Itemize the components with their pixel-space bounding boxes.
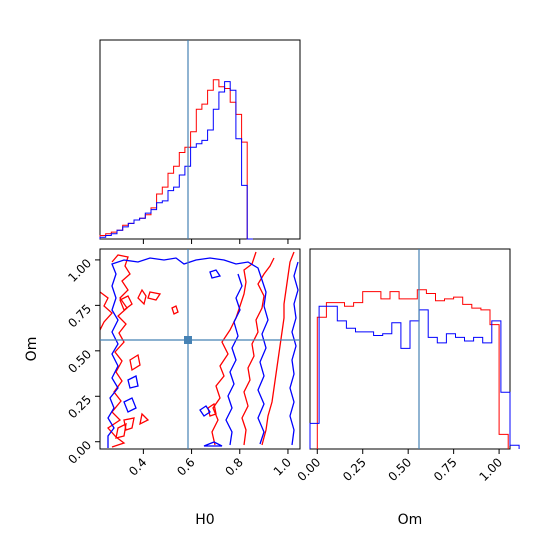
blue-contour-island-a xyxy=(123,397,137,413)
histogram-series-1 xyxy=(316,289,509,449)
red-contour-island-i xyxy=(115,422,127,439)
y-axis-label-om: Om xyxy=(24,337,40,362)
red-contour-island-f xyxy=(139,412,150,426)
om-marginal-xtick-label: 0.25 xyxy=(340,455,369,484)
contour-xtick-label: 0.6 xyxy=(174,455,197,478)
contour-xtick-label: 1.0 xyxy=(271,455,294,478)
red-contour-island-b xyxy=(137,288,147,306)
om-marginal-xtick-label: 1.00 xyxy=(476,455,505,484)
contour-ytick-label: 0.75 xyxy=(65,302,94,331)
x-axis-label-h0: H0 xyxy=(195,512,214,528)
om-marginal-ticks: 0.00 0.25 0.50 0.75 1.00 xyxy=(295,449,505,484)
red-contour-island-c xyxy=(147,291,162,301)
contour-xtick-label: 0.8 xyxy=(222,455,245,478)
contour-ytick-label: 0.00 xyxy=(65,438,94,467)
h0-marginal-ticks xyxy=(142,239,289,244)
red-contour-left-inner xyxy=(100,291,113,331)
x-axis-label-om: Om xyxy=(398,512,423,528)
om-marginal-xtick-label: 0.00 xyxy=(295,455,324,484)
histogram-series-2 xyxy=(309,305,520,449)
om-marginal-xtick-label: 0.50 xyxy=(386,455,415,484)
truth-marker xyxy=(184,336,192,344)
blue-contour-inner-right xyxy=(225,273,243,446)
h0-om-contour-panel: 0.4 0.6 0.8 1.0 0.00 0.25 0.50 0.75 1.00 H0 Om xyxy=(24,248,301,528)
red-contour-island-g xyxy=(171,305,179,315)
red-contour-outer-right xyxy=(261,251,295,446)
red-contour-mid-right xyxy=(241,257,275,446)
blue-contour-island-c xyxy=(209,269,222,279)
om-marginal-xtick-label: 0.75 xyxy=(431,455,460,484)
contour-xtick-label: 0.4 xyxy=(126,455,149,478)
contour-frame xyxy=(99,248,301,450)
blue-contour-island-b xyxy=(127,375,139,389)
blue-contour-outer xyxy=(107,257,269,448)
h0-marginal-panel xyxy=(99,39,301,244)
red-contour-island-h xyxy=(207,402,217,417)
om-marginal-frame xyxy=(309,248,511,450)
contour-ytick-label: 0.50 xyxy=(65,347,94,376)
blue-contour-island-d xyxy=(203,441,223,447)
red-contour-island-d xyxy=(129,353,141,372)
h0-histograms xyxy=(99,79,253,240)
om-marginal-panel: 0.00 0.25 0.50 0.75 1.00 Om xyxy=(295,248,520,528)
blue-contour-island-e xyxy=(199,405,211,417)
contour-ytick-label: 0.25 xyxy=(65,392,94,421)
red-contour-left xyxy=(107,254,131,448)
histogram-series-1 xyxy=(99,79,253,240)
h0-marginal-frame xyxy=(99,39,301,240)
red-contours xyxy=(100,251,295,448)
red-contour-inner-right xyxy=(211,251,257,446)
blue-contours xyxy=(107,257,299,448)
om-histograms xyxy=(309,289,520,449)
contour-ytick-label: 1.00 xyxy=(65,256,94,285)
blue-contour-right-edge xyxy=(289,261,299,446)
histogram-series-2 xyxy=(99,81,253,240)
red-contour-island-a xyxy=(119,295,133,312)
